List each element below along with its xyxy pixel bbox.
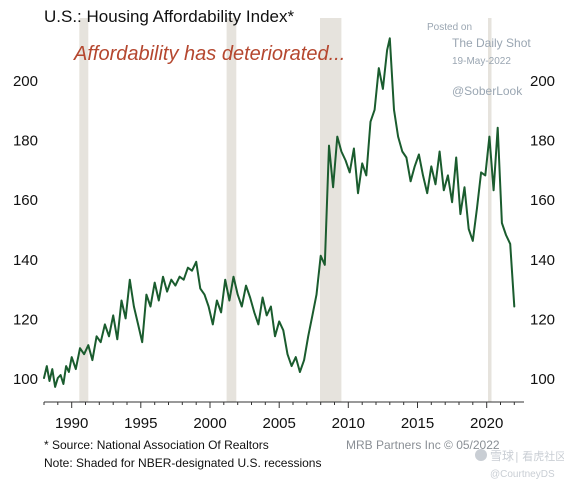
y-tick-label-left-200: 200 bbox=[13, 73, 38, 90]
y-tick-label-right-200: 200 bbox=[530, 73, 555, 90]
x-tick-label-2000: 2000 bbox=[193, 415, 226, 432]
y-tick-label-right-100: 100 bbox=[530, 371, 555, 388]
axes bbox=[43, 401, 524, 408]
y-tick-label-left-100: 100 bbox=[13, 371, 38, 388]
footer-source-note: * Source: National Association Of Realto… bbox=[44, 438, 269, 452]
recession-band-4 bbox=[488, 18, 492, 402]
recession-band-1 bbox=[79, 18, 89, 402]
footer-credit: MRB Partners Inc © 05/2022 bbox=[346, 438, 500, 452]
brand-logo-text: 雪球 bbox=[490, 449, 514, 463]
x-tick-label-1995: 1995 bbox=[124, 415, 157, 432]
x-tick-label-1990: 1990 bbox=[55, 415, 88, 432]
y-tick-label-right-160: 160 bbox=[530, 192, 555, 209]
recession-band-3 bbox=[320, 18, 342, 402]
y-tick-label-right-120: 120 bbox=[530, 311, 555, 328]
footer-bottom-handle: @CourtneyDS bbox=[490, 469, 555, 480]
watermark-handle: @SoberLook bbox=[452, 84, 523, 98]
y-tick-label-left-120: 120 bbox=[13, 311, 38, 328]
y-tick-label-right-180: 180 bbox=[530, 133, 555, 150]
x-tick-label-2020: 2020 bbox=[470, 415, 503, 432]
x-tick-label-2010: 2010 bbox=[332, 415, 365, 432]
y-tick-label-left-180: 180 bbox=[13, 133, 38, 150]
footer-recession-note: Note: Shaded for NBER-designated U.S. re… bbox=[44, 456, 321, 470]
recession-band-2 bbox=[226, 18, 237, 402]
x-tick-label-2005: 2005 bbox=[263, 415, 296, 432]
series-layer bbox=[43, 37, 516, 388]
y-tick-label-right-140: 140 bbox=[530, 252, 555, 269]
series-line-1 bbox=[43, 37, 516, 388]
chart-title: U.S.: Housing Affordability Index* bbox=[44, 7, 294, 26]
brand-logo: 雪球 | 看虎社区 bbox=[475, 449, 564, 463]
x-tick-label-2015: 2015 bbox=[401, 415, 434, 432]
watermark-posted: Posted on bbox=[427, 22, 472, 33]
brand-logo-icon bbox=[475, 449, 487, 461]
brand-community: | 看虎社区 bbox=[515, 449, 564, 463]
watermark-source: The Daily Shot bbox=[452, 36, 531, 50]
chart-annotation: Affordability has deteriorated... bbox=[73, 43, 345, 65]
y-tick-label-left-160: 160 bbox=[13, 192, 38, 209]
watermark-date: 19-May-2022 bbox=[452, 56, 511, 67]
tick-labels: 1990 1995 2000 2005 2010 2015 2020 100 100 120 120… bbox=[13, 73, 555, 432]
recession-shading bbox=[79, 18, 492, 402]
y-tick-label-left-140: 140 bbox=[13, 252, 38, 269]
